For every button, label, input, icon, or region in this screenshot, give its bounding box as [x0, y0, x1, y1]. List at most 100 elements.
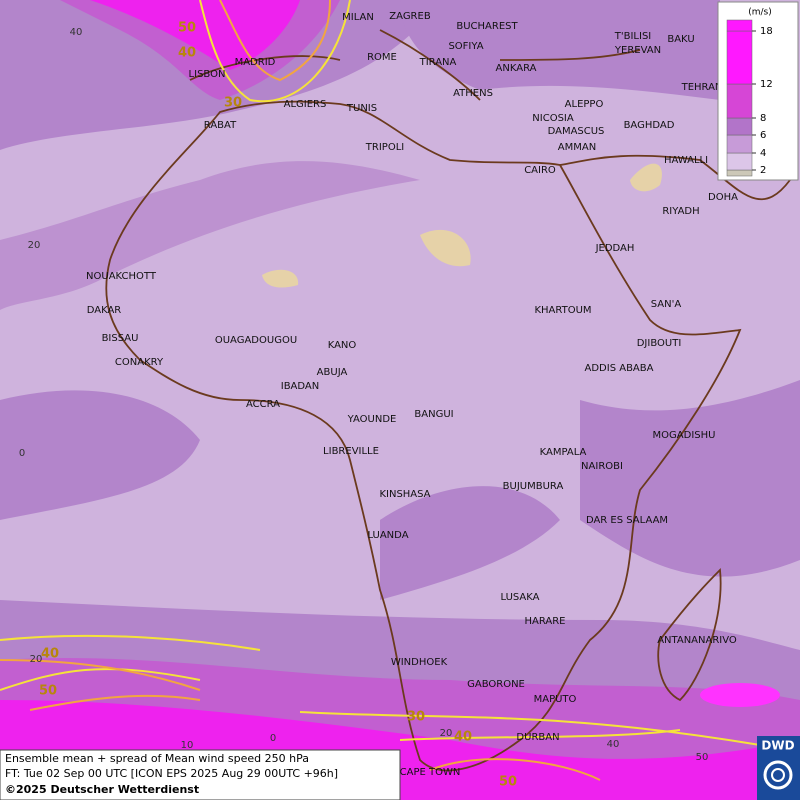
grid-label: 0 — [19, 448, 25, 459]
city-label: IBADAN — [281, 381, 320, 392]
legend-tick-label: 18 — [760, 26, 773, 37]
city-label: DOHA — [708, 192, 738, 203]
city-label: MAPUTO — [534, 694, 577, 705]
contour-label: 40 — [41, 647, 59, 662]
grid-label: 20 — [28, 240, 41, 251]
footer-line: FT: Tue 02 Sep 00 UTC [ICON EPS 2025 Aug… — [5, 767, 338, 780]
city-label: KANO — [328, 340, 357, 351]
city-label: MOGADISHU — [653, 430, 716, 441]
city-label: ATHENS — [453, 88, 493, 99]
city-label: TIRANA — [419, 57, 457, 68]
legend-tick-label: 4 — [760, 148, 766, 159]
city-label: LUANDA — [367, 530, 408, 541]
city-label: BANGUI — [414, 409, 453, 420]
contour-label: 50 — [499, 775, 517, 790]
dwd-logo: DWD — [757, 736, 800, 800]
logo-text: DWD — [761, 739, 794, 753]
contour-label: 40 — [454, 730, 472, 745]
contour-label: 50 — [39, 684, 57, 699]
city-label: OUAGADOUGOU — [215, 335, 297, 346]
city-label: GABORONE — [467, 679, 525, 690]
city-label: NOUAKCHOTT — [86, 271, 157, 282]
contours — [0, 0, 761, 781]
city-label: SAN'A — [651, 299, 682, 310]
city-label: MILAN — [342, 12, 374, 23]
legend-swatch — [726, 83, 753, 119]
city-label: RABAT — [204, 120, 237, 131]
footer: Ensemble mean + spread of Mean wind spee… — [0, 749, 401, 801]
city-label: KINSHASA — [379, 489, 430, 500]
city-label: DURBAN — [516, 732, 559, 743]
city-label: NICOSIA — [532, 113, 574, 124]
legend: (m/s) 2 4 6 8 12 18 — [717, 1, 799, 181]
legend-swatch — [726, 19, 753, 32]
legend-swatch — [726, 152, 753, 171]
city-label: HAWALLI — [664, 155, 708, 166]
city-label: LISBON — [189, 69, 226, 80]
city-label: BUJUMBURA — [503, 481, 564, 492]
city-label: BAKU — [667, 34, 694, 45]
city-label: ADDIS ABABA — [585, 363, 654, 374]
city-label: T'BILISI — [614, 31, 651, 42]
city-label: CONAKRY — [115, 357, 164, 368]
city-label: MADRID — [235, 57, 276, 68]
contour-label: 50 — [178, 21, 196, 36]
city-label: LIBREVILLE — [323, 446, 379, 457]
city-label: ALGIERS — [284, 99, 327, 110]
grid-label: 0 — [270, 733, 276, 744]
grid-label: 10 — [181, 740, 194, 751]
city-label: KHARTOUM — [534, 305, 591, 316]
footer-line: Ensemble mean + spread of Mean wind spee… — [5, 752, 309, 765]
city-label: AMMAN — [558, 142, 596, 153]
city-label: HARARE — [524, 616, 565, 627]
legend-swatch — [726, 169, 753, 177]
city-label: LUSAKA — [501, 592, 540, 603]
city-label: CAPE TOWN — [400, 767, 461, 778]
city-label: ANTANANARIVO — [657, 635, 737, 646]
city-label: BISSAU — [102, 333, 139, 344]
city-label: KAMPALA — [540, 447, 587, 458]
legend-tick-label: 6 — [760, 130, 766, 141]
city-label: DAR ES SALAAM — [586, 515, 668, 526]
city-label: RIYADH — [662, 206, 699, 217]
grid-label: 40 — [70, 27, 83, 38]
city-label: ABUJA — [317, 367, 348, 378]
city-label: DAMASCUS — [548, 126, 605, 137]
city-label: YAOUNDE — [347, 414, 397, 425]
city-label: ACCRA — [246, 399, 280, 410]
city-label: TEHRAN — [681, 82, 723, 93]
city-label: JEDDAH — [595, 243, 635, 254]
city-label: ALEPPO — [565, 99, 604, 110]
city-label: ZAGREB — [389, 11, 431, 22]
city-label: ANKARA — [496, 63, 537, 74]
footer-line: ©2025 Deutscher Wetterdienst — [5, 783, 199, 796]
coastlines — [105, 29, 791, 772]
city-label: SOFIYA — [448, 41, 483, 52]
legend-tick-label: 2 — [760, 165, 766, 176]
city-label: ROME — [367, 52, 397, 63]
city-label: NAIROBI — [581, 461, 623, 472]
grid-label: 20 — [30, 654, 43, 665]
city-label: YEREVAN — [614, 45, 661, 56]
legend-unit: (m/s) — [748, 8, 772, 18]
city-label: DJIBOUTI — [637, 338, 682, 349]
legend-swatch — [726, 134, 753, 154]
city-label: TRIPOLI — [365, 142, 404, 153]
labels: MILAN ZAGREB BUCHAREST MADRID ROME SOFIYA T'BI… — [19, 11, 738, 790]
city-label: TUNIS — [346, 103, 377, 114]
city-label: CAIRO — [524, 165, 556, 176]
contour-label: 30 — [407, 710, 425, 725]
legend-tick-label: 8 — [760, 113, 766, 124]
legend-tick-label: 12 — [760, 79, 773, 90]
legend-swatch — [726, 30, 753, 85]
grid-label: 20 — [440, 728, 453, 739]
city-label: BUCHAREST — [456, 21, 518, 32]
city-label: BAGHDAD — [624, 120, 675, 131]
grid-label: 50 — [696, 752, 709, 763]
city-label: DAKAR — [87, 305, 122, 316]
contour-label: 40 — [178, 46, 196, 61]
contour-label: 30 — [224, 96, 242, 111]
city-label: WINDHOEK — [391, 657, 448, 668]
legend-swatch — [726, 117, 753, 136]
